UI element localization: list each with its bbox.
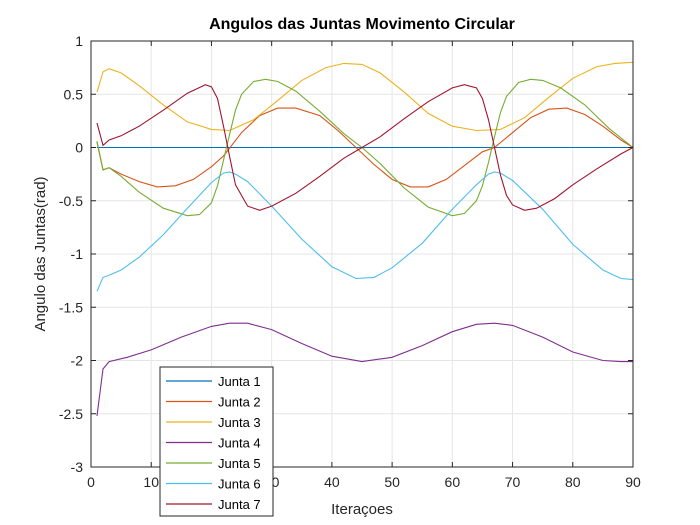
series-line-junta-4 [96,322,633,416]
legend-entry-label: Junta 3 [218,415,261,430]
y-tick-label: -2.5 [59,406,83,422]
x-tick-label: 80 [565,474,581,490]
x-tick-label: 60 [445,474,461,490]
y-tick-label: -0.5 [59,193,83,209]
legend-entry-label: Junta 4 [218,436,261,451]
legend-entry-label: Junta 5 [218,456,261,471]
y-ticks: 1 0.5 0 -0.5 -1 -1.5 -2 -2.5 -3 [59,33,633,475]
legend-entry-label: Junta 2 [218,395,261,410]
series-line-junta-5 [96,78,634,217]
x-tick-label: 50 [384,474,400,490]
x-tick-label: 0 [87,474,95,490]
x-tick-label: 70 [505,474,521,490]
series-line-junta-7 [96,84,634,211]
x-tick-label: 40 [324,474,340,490]
series-group [96,61,634,416]
y-tick-label: -2 [71,353,84,369]
y-tick-label: -1.5 [59,299,83,315]
legend-box [159,366,274,517]
legend-entry-label: Junta 7 [218,497,261,512]
x-tick-label: 10 [143,474,159,490]
chart-title: Angulos das Juntas Movimento Circular [209,16,515,33]
series-line-junta-2 [96,107,634,188]
y-tick-label: 0 [75,140,83,156]
y-tick-label: 1 [75,33,83,49]
x-axis-label: Iteraçoes [331,501,393,518]
legend: Junta 1 Junta 2 Junta 3 Junta 4 Junta 5 Junta… [159,366,274,517]
legend-entry-label: Junta 1 [218,374,261,389]
y-tick-label: -3 [71,459,84,475]
y-axis-label: Angulo das Juntas(rad) [32,176,49,331]
y-tick-label: -1 [71,246,84,262]
x-tick-label: 90 [625,474,641,490]
series-line-junta-3 [96,61,634,132]
y-tick-label: 0.5 [64,86,84,102]
series-line-junta-6 [96,171,634,292]
legend-entry-label: Junta 6 [218,477,261,492]
